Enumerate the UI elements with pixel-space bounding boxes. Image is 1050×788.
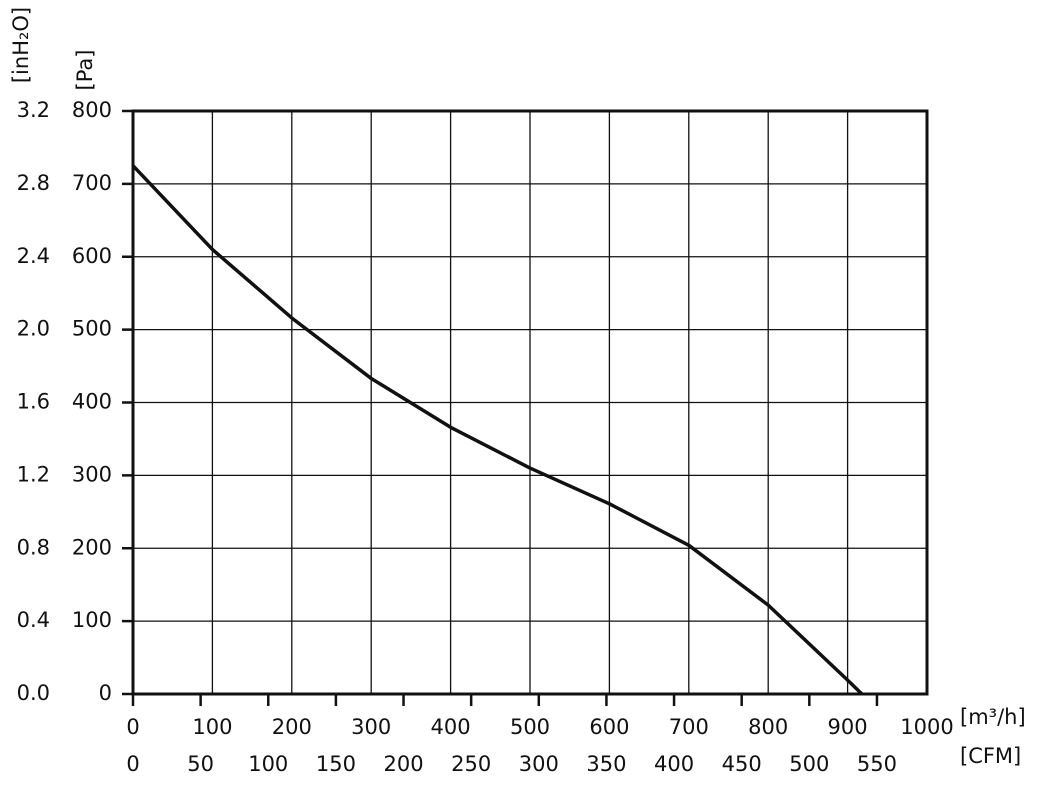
- y2-tick-label: 1.2: [17, 462, 50, 486]
- y-tick-label: 500: [72, 317, 112, 341]
- curve: [131, 164, 864, 696]
- x2-tick-label: 500: [789, 752, 829, 776]
- x2-tick-label: 350: [586, 752, 626, 776]
- x2-tick-label: 250: [451, 752, 491, 776]
- x-axis-label: [m³/h]: [960, 705, 1026, 729]
- y2-tick-label: 0.8: [17, 535, 50, 559]
- y2-tick-label: 2.4: [17, 244, 50, 268]
- x2-tick-label: 450: [722, 752, 762, 776]
- y2-tick-label: 0.4: [17, 608, 50, 632]
- x-tick-label: 500: [510, 715, 550, 739]
- x2-tick-label: 550: [857, 752, 897, 776]
- x-tick-label: 300: [351, 715, 391, 739]
- x2-tick-label: 100: [248, 752, 288, 776]
- y2-tick-label: 3.2: [17, 98, 50, 122]
- plot-frame: [131, 109, 929, 696]
- y2-tick-label: 2.8: [17, 171, 50, 195]
- x2-axis-label: [CFM]: [960, 744, 1021, 768]
- y2-tick-label: 0.0: [17, 681, 50, 705]
- y-tick-label: 600: [72, 244, 112, 268]
- x2-tick-label: 0: [126, 752, 139, 776]
- x2-tick-label: 150: [316, 752, 356, 776]
- x-tick-label: 100: [192, 715, 232, 739]
- y-axis-label: [Pa]: [73, 50, 97, 91]
- x-tick-label: 0: [126, 715, 139, 739]
- x2-tick-label: 50: [187, 752, 214, 776]
- x2-tick-label: 400: [654, 752, 694, 776]
- x2-tick-label: 200: [383, 752, 423, 776]
- y2-tick-label: 2.0: [17, 317, 50, 341]
- x-tick-label: 600: [589, 715, 629, 739]
- x2-tick-label: 300: [519, 752, 559, 776]
- x-tick-label: 900: [828, 715, 868, 739]
- y-tick-label: 700: [72, 171, 112, 195]
- y-tick-label: 100: [72, 608, 112, 632]
- x-tick-label: 1000: [900, 715, 953, 739]
- y-tick-label: 800: [72, 98, 112, 122]
- x-tick-label: 400: [431, 715, 471, 739]
- x-tick-label: 200: [272, 715, 312, 739]
- y2-tick-label: 1.6: [17, 390, 50, 414]
- y-tick-label: 300: [72, 462, 112, 486]
- y-tick-label: 200: [72, 535, 112, 559]
- y-tick-label: 400: [72, 390, 112, 414]
- y-tick-label: 0: [99, 681, 112, 705]
- x-tick-label: 700: [669, 715, 709, 739]
- y2-axis-label: [inH₂O]: [9, 7, 33, 83]
- x-tick-label: 800: [748, 715, 788, 739]
